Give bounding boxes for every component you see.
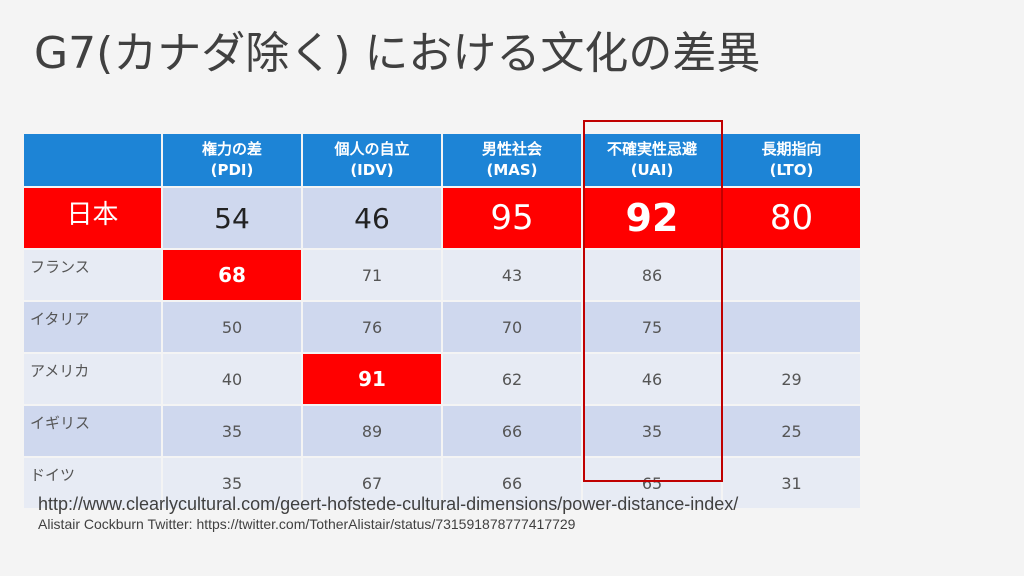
value-cell-uai-highlight: 92 [583,188,723,250]
country-cell: 日本 [24,188,163,250]
culture-table: 権力の差 (PDI) 個人の自立 (IDV) 男性社会 (MAS) 不確実性忌避… [24,134,862,510]
value-cell-pdi: 35 [163,406,303,458]
slide-title: G7(カナダ除く) における文化の差異 [34,28,761,79]
value-cell-uai: 65 [583,458,723,510]
country-cell: ドイツ [24,458,163,510]
table-row-germany: ドイツ 35 67 66 65 31 [24,458,862,510]
value-cell-lto-highlight: 80 [723,188,862,250]
table-row-uk: イギリス 35 89 66 35 25 [24,406,862,458]
value-cell-mas: 62 [443,354,583,406]
country-cell: イギリス [24,406,163,458]
header-uai: 不確実性忌避 (UAI) [583,134,723,188]
table-row-france: フランス 68 71 43 86 [24,250,862,302]
header-corner [24,134,163,188]
value-cell-idv: 89 [303,406,443,458]
source-link-clearlycultural[interactable]: http://www.clearlycultural.com/geert-hof… [38,494,739,514]
value-cell-lto: 25 [723,406,862,458]
country-cell: フランス [24,250,163,302]
source-link-twitter[interactable]: Alistair Cockburn Twitter: https://twitt… [38,516,576,532]
value-cell-idv: 76 [303,302,443,354]
value-cell-lto: 29 [723,354,862,406]
header-mas: 男性社会 (MAS) [443,134,583,188]
value-cell-lto [723,250,862,302]
value-cell-idv: 67 [303,458,443,510]
value-cell-idv-highlight: 91 [303,354,443,406]
header-idv: 個人の自立 (IDV) [303,134,443,188]
value-cell-mas: 66 [443,458,583,510]
header-lto: 長期指向 (LTO) [723,134,862,188]
value-cell-idv: 46 [303,188,443,250]
value-cell-mas-highlight: 95 [443,188,583,250]
value-cell-uai: 46 [583,354,723,406]
header-row: 権力の差 (PDI) 個人の自立 (IDV) 男性社会 (MAS) 不確実性忌避… [24,134,862,188]
value-cell-mas: 43 [443,250,583,302]
value-cell-pdi: 54 [163,188,303,250]
value-cell-mas: 66 [443,406,583,458]
value-cell-uai: 75 [583,302,723,354]
table-row-japan: 日本 54 46 95 92 80 [24,188,862,250]
value-cell-pdi: 40 [163,354,303,406]
value-cell-pdi: 50 [163,302,303,354]
value-cell-pdi: 35 [163,458,303,510]
table-row-italy: イタリア 50 76 70 75 [24,302,862,354]
table-row-usa: アメリカ 40 91 62 46 29 [24,354,862,406]
value-cell-pdi-highlight: 68 [163,250,303,302]
value-cell-lto: 31 [723,458,862,510]
value-cell-uai: 86 [583,250,723,302]
value-cell-mas: 70 [443,302,583,354]
header-pdi: 権力の差 (PDI) [163,134,303,188]
value-cell-lto [723,302,862,354]
country-cell: アメリカ [24,354,163,406]
country-cell: イタリア [24,302,163,354]
value-cell-idv: 71 [303,250,443,302]
value-cell-uai: 35 [583,406,723,458]
